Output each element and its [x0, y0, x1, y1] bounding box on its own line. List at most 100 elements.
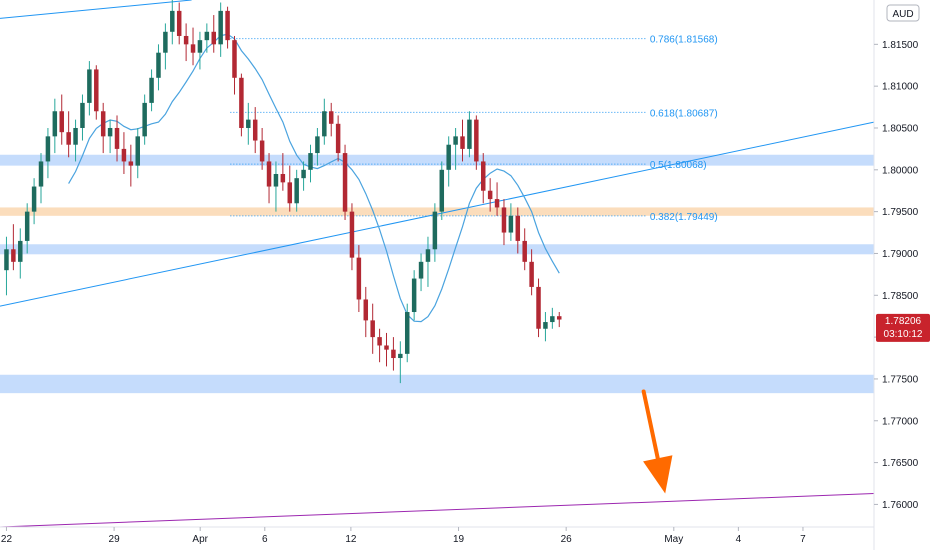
time-tick-label: 6: [262, 534, 268, 545]
candle-body: [398, 353, 403, 359]
time-axis[interactable]: 22 29 Apr 6 12 19 26 May 4 7: [0, 526, 874, 545]
bar-countdown: 03:10:12: [884, 329, 923, 340]
candle-body: [315, 136, 320, 154]
zone-band: [0, 374, 874, 394]
trendline: [0, 0, 192, 19]
candle-body: [156, 52, 161, 78]
candle-body: [356, 257, 362, 300]
candle-body: [446, 144, 451, 170]
candle-body: [501, 207, 507, 233]
price-tick-label: 1.79500: [882, 207, 919, 218]
candle-body: [94, 69, 99, 112]
candle-body: [59, 111, 64, 133]
candle-body: [170, 10, 175, 32]
candle-body: [176, 10, 182, 36]
candle-body: [204, 31, 210, 41]
time-tick-label: 4: [736, 534, 742, 545]
fib-level-label: 0.618(1.80687): [650, 108, 718, 119]
candle-body: [121, 148, 127, 162]
candle-body: [536, 286, 541, 329]
arrow-head: [643, 455, 673, 494]
candle-body: [349, 211, 355, 258]
last-price-label: 1.78206 03:10:12: [876, 313, 930, 342]
price-axis-ticks: 1.81500 1.81000 1.80500 1.80000 1.79500 1.790…: [874, 40, 919, 511]
candle-body: [11, 249, 16, 262]
candle-body: [425, 249, 431, 262]
price-tick-label: 1.77000: [882, 416, 919, 427]
candle-body: [142, 102, 147, 137]
trendline: [0, 493, 875, 528]
candle-body: [287, 182, 293, 204]
fib-level-label: 0.382(1.79449): [650, 212, 718, 223]
candle-body: [246, 119, 251, 128]
candle-body: [529, 261, 534, 287]
candle-body: [218, 10, 223, 45]
candle-body: [384, 345, 389, 350]
time-tick-label: Apr: [192, 534, 208, 545]
candle-body: [190, 44, 196, 53]
candle-body: [550, 316, 555, 323]
price-tick-label: 1.77500: [882, 374, 919, 385]
candle-body: [439, 169, 445, 212]
candle-body: [487, 190, 493, 200]
candle-body: [66, 132, 71, 145]
candle-body: [31, 186, 37, 212]
time-tick-label: 12: [345, 534, 357, 545]
candle-body: [557, 316, 562, 320]
candle-body: [52, 111, 58, 137]
down-arrow-annotation[interactable]: [641, 389, 673, 494]
candle-body: [73, 127, 78, 145]
zone-band: [0, 154, 874, 166]
candle-body: [163, 31, 168, 53]
candle-body: [515, 215, 521, 241]
currency-label: AUD: [892, 9, 913, 20]
candle-body: [308, 153, 313, 170]
candle-body: [18, 240, 23, 262]
price-axis-background: [874, 0, 932, 550]
last-price-value: 1.78206: [885, 316, 922, 327]
candle-body: [418, 261, 424, 279]
price-tick-label: 1.80000: [882, 165, 919, 176]
candle-body: [45, 136, 51, 162]
candle-body: [453, 136, 458, 145]
time-tick-label: May: [664, 534, 683, 545]
time-axis-ticks: 22 29 Apr 6 12 19 26 May 4 7: [1, 527, 806, 545]
time-tick-label: 7: [800, 534, 806, 545]
candle-body: [411, 278, 417, 313]
candle-body: [135, 136, 140, 166]
candle-body: [211, 31, 217, 45]
price-tick-label: 1.78500: [882, 291, 919, 302]
candle-body: [128, 161, 134, 166]
candle-body: [87, 69, 92, 103]
candle-body: [363, 299, 369, 321]
fib-level-label: 0.786(1.81568): [650, 35, 718, 46]
candle-body: [342, 153, 348, 212]
candle-body: [273, 173, 279, 187]
price-tick-label: 1.81500: [882, 40, 919, 51]
candle-body: [100, 111, 106, 137]
candle-body: [508, 215, 514, 233]
candle-body: [370, 320, 375, 338]
candle-body: [335, 123, 341, 154]
moving-average-line: [68, 33, 560, 323]
candle-body: [252, 119, 258, 141]
time-tick-label: 19: [453, 534, 465, 545]
candle-body: [149, 77, 154, 103]
candle-body: [522, 240, 527, 262]
candle-body: [467, 119, 472, 149]
candle-body: [460, 136, 465, 149]
candle-body: [301, 169, 306, 179]
currency-badge[interactable]: [886, 4, 920, 22]
candle-body: [377, 337, 382, 346]
candle-body: [474, 119, 479, 162]
time-tick-label: 26: [561, 534, 573, 545]
price-axis[interactable]: 1.81500 1.81000 1.80500 1.80000 1.79500 1.790…: [873, 0, 932, 550]
candle-body: [404, 312, 410, 354]
candle-body: [543, 322, 548, 329]
price-tick-label: 1.80500: [882, 123, 919, 134]
fibonacci-levels: 0.786(1.81568) 0.618(1.80687) 0.5(1.80068)…: [230, 35, 718, 223]
candle-body: [80, 102, 85, 128]
fib-level-label: 0.5(1.80068): [650, 160, 707, 171]
